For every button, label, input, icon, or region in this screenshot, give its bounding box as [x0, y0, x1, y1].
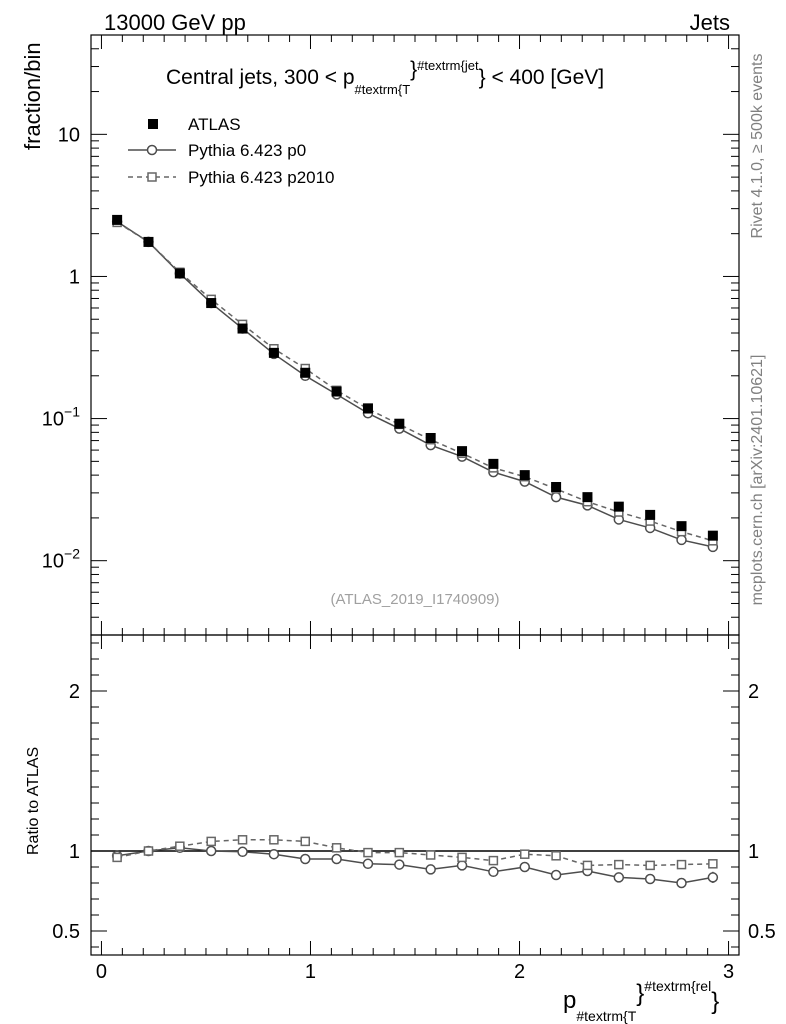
data-point: [300, 367, 311, 378]
chart-title: Central jets, 300 < p#textrm{T}#textrm{j…: [166, 58, 604, 97]
data-point: [174, 268, 185, 279]
legend-label: Pythia 6.423 p2010: [188, 168, 335, 187]
ratio-marker-square: [206, 836, 216, 847]
header-energy: 13000 GeV pp: [104, 10, 246, 35]
data-point: [425, 432, 436, 443]
x-tick-label: 1: [305, 961, 316, 983]
ratio-marker-circle: [644, 873, 656, 885]
ratio-marker-square: [175, 841, 185, 851]
data-point: [488, 458, 499, 469]
ratio-tick-label-right: 0.5: [748, 921, 776, 943]
ratio-marker-square: [143, 846, 154, 856]
ratio-marker-circle: [205, 845, 217, 857]
ratio-marker-circle: [613, 872, 625, 883]
legend-marker-p2010: [147, 172, 157, 182]
y-tick-label: 10−1: [42, 404, 80, 431]
ratio-marker-square: [425, 850, 436, 860]
y-tick-label: 1: [69, 266, 80, 288]
ratio-marker-square: [582, 860, 593, 871]
analysis-watermark: (ATLAS_2019_I1740909): [330, 591, 499, 608]
ratio-marker-circle: [394, 859, 405, 870]
ratio-tick-label: 0.5: [52, 921, 80, 943]
ratio-marker-circle: [488, 866, 499, 878]
ratio-marker-square: [112, 852, 122, 863]
ratio-tick-label: 2: [69, 681, 80, 703]
ratio-marker-square: [551, 851, 561, 861]
data-point: [676, 521, 687, 532]
data-point: [237, 323, 248, 334]
legend-marker-atlas: [148, 119, 158, 129]
data-point: [645, 509, 656, 520]
data-point: [707, 530, 718, 541]
ratio-marker-square: [331, 843, 342, 853]
ratio-marker-square: [676, 859, 687, 870]
data-point: [143, 236, 154, 247]
ratio-line-2: [116, 839, 713, 867]
ratio-marker-circle: [331, 853, 342, 865]
legend-marker-p0: [146, 144, 158, 156]
data-point: [582, 492, 593, 503]
ratio-marker-circle: [268, 848, 280, 860]
y-tick-label: 10−2: [42, 546, 80, 573]
header-process: Jets: [690, 10, 730, 35]
ratio-marker-square: [237, 835, 248, 845]
mcplots-label: mcplots.cern.ch [arXiv:2401.10621]: [749, 355, 766, 606]
ratio-marker-circle: [237, 846, 248, 858]
y-axis-label: fraction/bin: [20, 42, 45, 150]
x-axis-label: p#textrm{T}#textrm{rel}: [563, 978, 719, 1024]
x-tick-label: 3: [723, 961, 734, 983]
data-point: [613, 501, 624, 512]
ratio-tick-label-right: 1: [748, 841, 759, 863]
data-point: [519, 470, 530, 481]
ratio-marker-circle: [676, 877, 687, 889]
ratio-marker-circle: [550, 869, 562, 881]
x-tick-label: 2: [514, 961, 525, 983]
data-point: [206, 298, 217, 309]
ratio-marker-square: [614, 859, 624, 870]
data-point: [551, 481, 562, 492]
mc-marker-circle: [550, 491, 562, 503]
ratio-marker-square: [708, 859, 718, 869]
ratio-marker-square: [300, 836, 311, 847]
data-point: [268, 347, 279, 358]
ratio-marker-square: [488, 855, 499, 866]
ratio-marker-square: [363, 847, 373, 858]
ratio-plot-frame: [90, 634, 740, 956]
ratio-marker-circle: [707, 872, 719, 883]
ratio-marker-circle: [456, 860, 468, 871]
ratio-marker-square: [457, 852, 467, 863]
ratio-tick-label-right: 2: [748, 681, 759, 703]
x-tick-label: 0: [96, 961, 107, 983]
ratio-marker-square: [519, 849, 530, 859]
legend-label: ATLAS: [188, 115, 241, 134]
ratio-marker-circle: [425, 864, 436, 875]
data-point: [362, 403, 373, 414]
data-point: [394, 418, 405, 429]
data-point: [112, 214, 123, 225]
series-line-1: [116, 221, 714, 548]
ratio-marker-circle: [519, 861, 530, 873]
ratio-marker-square: [394, 847, 405, 858]
rivet-label: Rivet 4.1.0, ≥ 500k events: [749, 54, 766, 239]
ratio-tick-label: 1: [69, 841, 80, 863]
series-line-2: [116, 221, 714, 542]
ratio-marker-square: [645, 860, 655, 871]
data-point: [457, 446, 468, 457]
ratio-marker-circle: [300, 853, 311, 865]
ratio-marker-circle: [362, 858, 374, 870]
y-tick-label: 10: [58, 124, 80, 146]
mc-marker-circle: [676, 534, 687, 546]
ratio-marker-square: [269, 835, 279, 845]
data-point: [331, 386, 342, 397]
legend-label: Pythia 6.423 p0: [188, 141, 306, 160]
ratio-axis-label: Ratio to ATLAS: [25, 747, 42, 855]
